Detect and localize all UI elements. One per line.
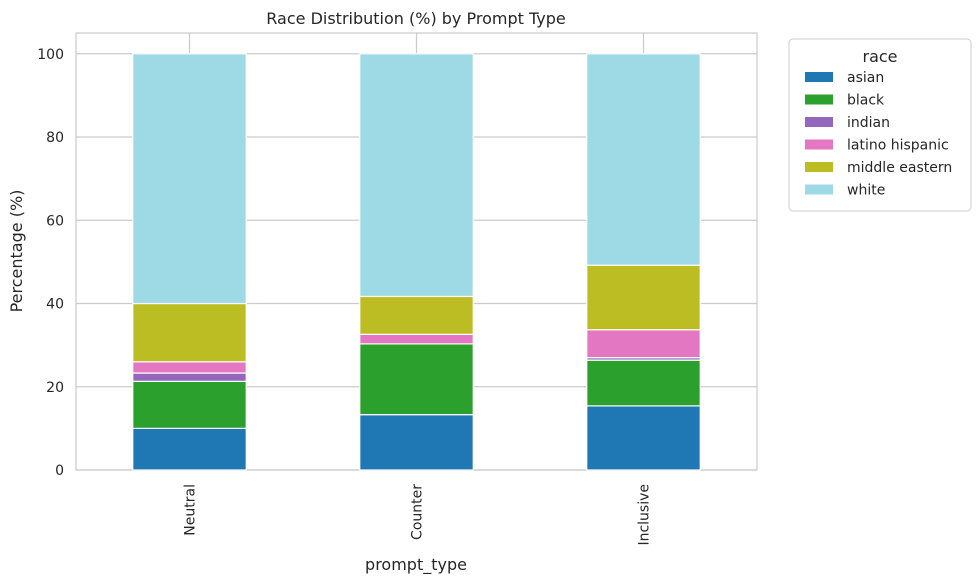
legend-swatch-latino-hispanic xyxy=(805,139,833,150)
bar-asian-neutral xyxy=(132,427,247,471)
y-axis-label: Percentage (%) xyxy=(7,190,26,313)
y-tick-label: 100 xyxy=(37,47,64,63)
bars xyxy=(132,53,701,471)
bar-latino-hispanic-neutral xyxy=(132,361,247,374)
legend-label-white: white xyxy=(847,183,885,199)
bar-latino-hispanic-counter xyxy=(359,333,474,345)
x-axis-label: prompt_type xyxy=(365,555,467,575)
bar-white-inclusive xyxy=(586,53,701,266)
bar-middle-eastern-neutral xyxy=(132,302,247,363)
bar-asian-counter xyxy=(359,414,474,471)
y-tick-label: 20 xyxy=(46,380,64,396)
x-tick-label: Inclusive xyxy=(637,484,653,546)
legend-swatch-indian xyxy=(805,117,833,127)
bar-white-counter xyxy=(359,53,474,298)
legend-label-indian: indian xyxy=(847,115,890,131)
bar-latino-hispanic-inclusive xyxy=(586,329,701,359)
bar-middle-eastern-inclusive xyxy=(586,264,701,331)
chart-title: Race Distribution (%) by Prompt Type xyxy=(266,9,565,28)
legend-label-black: black xyxy=(847,93,885,109)
legend-title: race xyxy=(862,47,897,66)
y-tick-label: 0 xyxy=(55,463,64,479)
x-tick-label: Counter xyxy=(410,484,426,540)
bar-middle-eastern-counter xyxy=(359,295,474,335)
x-tick-label: Neutral xyxy=(183,484,199,536)
legend-swatch-white xyxy=(805,184,833,195)
legend: race asian black indian latino hispanic midd… xyxy=(788,38,972,212)
y-tick-label: 80 xyxy=(46,130,64,146)
legend-swatch-asian xyxy=(805,72,833,82)
legend-label-middle-eastern: middle eastern xyxy=(847,160,952,176)
bar-black-neutral xyxy=(132,380,247,429)
bar-asian-inclusive xyxy=(586,405,701,471)
legend-label-latino-hispanic: latino hispanic xyxy=(847,138,949,154)
bar-black-inclusive xyxy=(586,359,701,407)
legend-frame xyxy=(788,38,972,212)
y-axis-ticks: 0 20 40 60 80 100 xyxy=(37,47,64,479)
bar-indian-neutral xyxy=(132,372,247,382)
y-tick-label: 40 xyxy=(46,297,64,313)
bar-black-counter xyxy=(359,343,474,416)
legend-swatch-middle-eastern xyxy=(805,162,833,172)
legend-swatch-black xyxy=(805,94,833,105)
bar-white-neutral xyxy=(132,53,247,305)
x-axis-ticks: Neutral Counter Inclusive xyxy=(183,484,653,546)
legend-label-asian: asian xyxy=(847,70,884,86)
y-tick-label: 60 xyxy=(46,213,64,229)
